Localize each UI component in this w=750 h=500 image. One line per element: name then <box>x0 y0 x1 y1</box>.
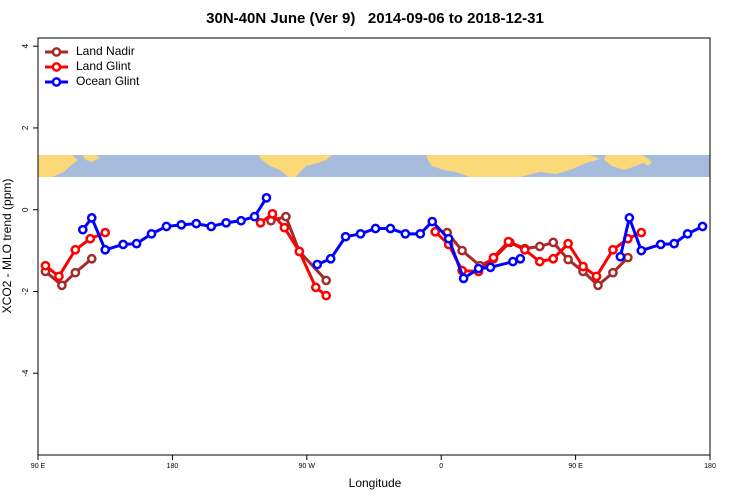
data-point <box>261 193 272 203</box>
data-point <box>458 273 469 284</box>
data-point <box>312 259 323 270</box>
y-tick-label: 0 <box>21 207 30 212</box>
data-point <box>563 238 573 249</box>
data-point <box>503 236 514 247</box>
map-strip <box>38 155 710 177</box>
data-point <box>310 282 321 293</box>
data-point <box>636 227 647 238</box>
legend-marker <box>51 47 62 57</box>
x-tick-label: 90 E <box>568 463 583 470</box>
data-point <box>100 227 111 238</box>
plot-frame <box>37 37 711 456</box>
data-point <box>430 226 441 237</box>
legend-marker <box>51 62 62 72</box>
x-tick-label: 90 E <box>31 463 46 470</box>
series-line <box>81 197 704 280</box>
legend-label: Land Nadir <box>76 44 135 58</box>
data-point <box>161 221 172 232</box>
data-point <box>325 253 336 264</box>
y-tick-label: -2 <box>21 287 30 295</box>
data-point <box>236 215 246 226</box>
data-point <box>415 228 426 239</box>
data-point <box>54 271 64 282</box>
data-point <box>118 239 128 250</box>
data-point <box>267 208 278 219</box>
data-point <box>294 246 305 257</box>
data-point <box>191 218 202 229</box>
data-point <box>508 256 518 267</box>
legend-marker <box>51 77 62 87</box>
y-tick-label: 4 <box>21 43 30 48</box>
data-point <box>255 217 266 228</box>
legend-label: Land Glint <box>76 59 131 73</box>
data-point <box>400 228 411 239</box>
data-point <box>624 213 635 223</box>
data-point <box>279 222 290 233</box>
data-point <box>86 213 97 223</box>
data-point <box>176 219 187 230</box>
data-point <box>40 260 51 271</box>
data-point <box>86 253 97 264</box>
data-point <box>457 245 467 256</box>
data-point <box>77 224 88 235</box>
data-point <box>669 238 680 249</box>
y-axis-label: XCO2 - MLO trend (ppm) <box>0 179 14 314</box>
data-point <box>515 253 526 264</box>
data-point <box>85 233 96 244</box>
data-point <box>608 267 618 278</box>
y-tick-label: -4 <box>21 369 30 377</box>
data-point <box>385 223 396 234</box>
data-point <box>682 228 693 239</box>
data-point <box>221 217 232 228</box>
data-point <box>70 267 81 278</box>
data-point <box>534 241 545 252</box>
plot-area <box>40 193 708 301</box>
data-point <box>321 275 332 286</box>
data-point <box>473 263 484 274</box>
data-point <box>321 290 332 301</box>
data-point <box>578 261 588 272</box>
data-point <box>697 221 708 232</box>
data-point <box>146 228 157 239</box>
data-point <box>593 280 603 291</box>
data-point <box>370 223 381 234</box>
data-point <box>100 244 111 255</box>
data-point <box>591 271 602 282</box>
data-point <box>548 237 559 248</box>
data-point <box>57 280 67 291</box>
data-point <box>534 256 545 267</box>
x-tick-label: 90 W <box>299 463 316 470</box>
data-point <box>615 251 626 262</box>
data-point <box>131 238 142 249</box>
data-point <box>563 254 573 265</box>
data-point <box>427 216 438 227</box>
data-point <box>623 252 633 263</box>
legend-label: Ocean Glint <box>76 74 140 88</box>
data-point <box>70 244 81 255</box>
data-point <box>443 233 454 244</box>
data-point <box>485 262 496 273</box>
data-point <box>655 239 666 250</box>
data-point <box>548 253 559 264</box>
data-point <box>281 211 291 222</box>
data-point <box>249 211 260 222</box>
x-axis-label: Longitude <box>349 476 402 490</box>
chart-title: 30N-40N June (Ver 9) 2014-09-06 to 2018-… <box>206 10 544 27</box>
data-point <box>355 228 366 239</box>
data-point <box>340 231 351 242</box>
data-point <box>206 221 217 232</box>
y-tick-label: 2 <box>21 125 30 130</box>
x-tick-label: 180 <box>704 463 716 470</box>
data-point <box>608 244 618 255</box>
x-tick-label: 180 <box>167 463 179 470</box>
data-point <box>636 245 647 256</box>
data-point <box>488 252 499 263</box>
data-point <box>519 244 530 255</box>
x-tick-label: 0 <box>439 463 443 470</box>
